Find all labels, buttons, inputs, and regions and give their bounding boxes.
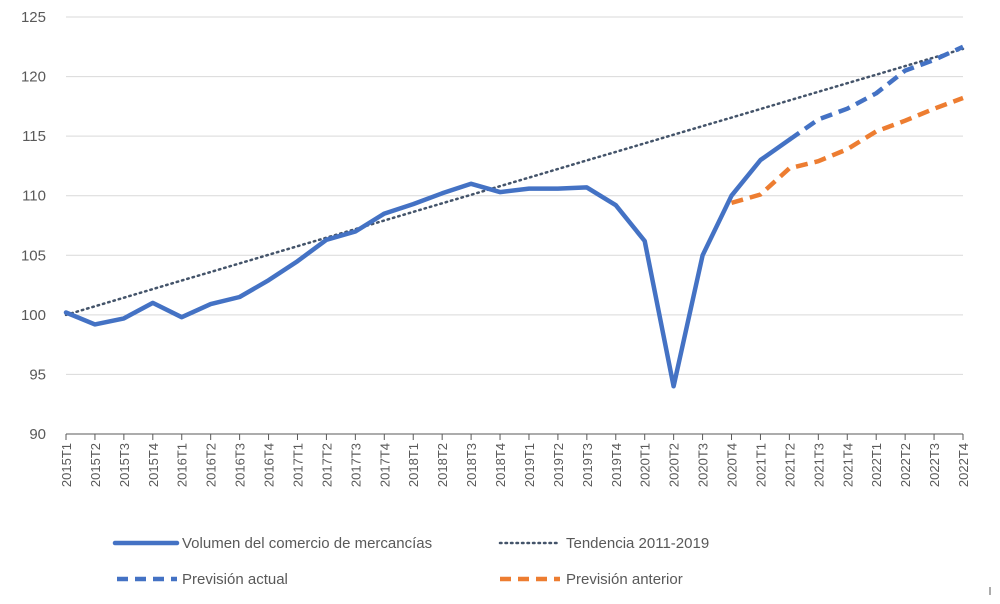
x-tick-label: 2018T4 [493, 443, 508, 487]
legend-label-prevision-actual: Previsión actual [182, 571, 288, 588]
x-tick-label: 2022T3 [927, 443, 942, 487]
x-tick-label: 2021T4 [840, 443, 855, 487]
x-tick-label: 2021T2 [782, 443, 797, 487]
x-tick-label: 2017T3 [348, 443, 363, 487]
x-tick-label: 2022T1 [869, 443, 884, 487]
x-tick-label: 2022T2 [898, 443, 913, 487]
x-tick-label: 2019T4 [609, 443, 624, 487]
x-tick-label: 2018T1 [406, 443, 421, 487]
x-tick-label: 2020T1 [638, 443, 653, 487]
x-axis [65, 433, 964, 440]
gridlines [66, 16, 963, 375]
y-tick-label: 100 [21, 307, 46, 324]
x-tick-label: 2016T2 [204, 443, 219, 487]
x-tick-labels: 2015T1 2015T2 2015T3 2015T4 2016T1 2016T2 2016… [59, 443, 971, 487]
y-tick-label: 110 [22, 188, 46, 205]
x-tick-label: 2017T1 [290, 443, 305, 487]
x-tick-label: 2018T3 [464, 443, 479, 487]
y-tick-label: 125 [21, 9, 46, 26]
y-tick-label: 120 [21, 69, 46, 86]
legend: Volumen del comercio de mercancías Tende… [112, 535, 709, 588]
x-tick-label: 2016T1 [175, 443, 190, 487]
series-line-prevision-actual [788, 44, 964, 142]
x-tick-label: 2015T3 [117, 443, 132, 487]
x-tick-label: 2019T3 [580, 443, 595, 487]
x-tick-label: 2015T1 [59, 443, 74, 487]
x-tick-label: 2019T1 [522, 443, 537, 487]
x-tick-label: 2020T2 [667, 443, 682, 487]
series-line-tendencia [64, 47, 965, 317]
x-tick-label: 2020T3 [696, 443, 711, 487]
x-tick-label: 2015T2 [88, 443, 103, 487]
x-tick-label: 2018T2 [435, 443, 450, 487]
x-tick-label: 2019T2 [551, 443, 566, 487]
legend-label-volumen: Volumen del comercio de mercancías [182, 535, 432, 552]
y-tick-label: 115 [22, 128, 46, 145]
x-tick-label: 2015T4 [146, 443, 161, 487]
series-line-volumen [63, 137, 792, 389]
x-tick-label: 2021T1 [753, 443, 768, 487]
x-tick-label: 2017T2 [319, 443, 334, 487]
x-tick-label: 2017T4 [377, 443, 392, 487]
x-tick-label: 2021T3 [811, 443, 826, 487]
y-tick-label: 105 [21, 247, 46, 264]
x-tick-label: 2016T3 [233, 443, 248, 487]
y-tick-label: 95 [29, 366, 46, 383]
legend-label-prevision-anterior: Previsión anterior [566, 571, 683, 588]
legend-label-tendencia: Tendencia 2011-2019 [566, 535, 709, 552]
x-tick-label: 2016T4 [262, 443, 277, 487]
y-axis: 90 95 100 105 110 115 120 125 [21, 9, 46, 443]
x-tick-label: 2022T4 [956, 443, 971, 487]
series-lines [63, 44, 965, 389]
series-line-prevision-anterior [730, 95, 964, 206]
y-tick-label: 90 [29, 426, 46, 443]
x-tick-label: 2020T4 [725, 443, 740, 487]
